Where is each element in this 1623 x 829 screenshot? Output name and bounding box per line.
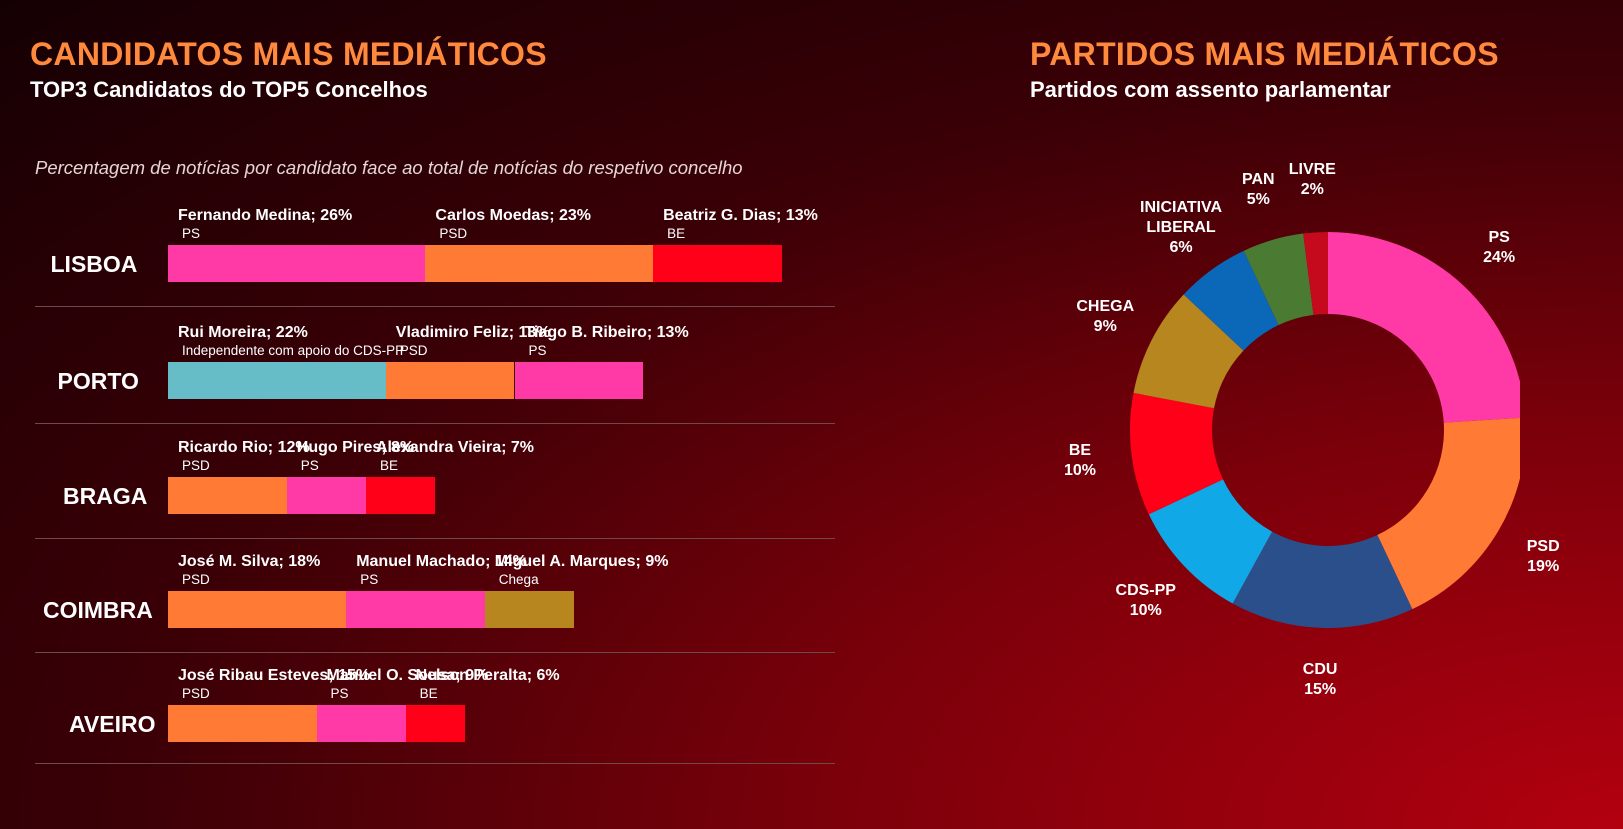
left-chart-subtitle: TOP3 Candidatos do TOP5 Concelhos [30, 77, 428, 102]
donut-label: PAN 5% [1242, 170, 1275, 210]
party-label: PS [300, 458, 319, 473]
city-label-aveiro: AVEIRO [69, 711, 156, 737]
party-label: Chega [498, 572, 539, 587]
stacked-bar-chart: LISBOA Fernando Medina; 26% PS Carlos Moeda… [35, 207, 835, 764]
candidate-label: Tiago B. Ribeiro; 13% [524, 324, 689, 341]
donut-label: CDU 15% [1303, 660, 1338, 700]
bar-segment [168, 477, 287, 514]
donut-label-value: 10% [1129, 602, 1162, 620]
party-label: PSD [182, 572, 210, 587]
candidate-label: Alexandra Vieira; 7% [376, 439, 535, 456]
donut-label-value: 5% [1246, 190, 1270, 208]
party-label: PS [360, 572, 379, 587]
city-label-coimbra: COIMBRA [43, 597, 153, 623]
party-label: PSD [439, 226, 468, 241]
donut-label-value: 6% [1169, 238, 1193, 256]
party-label: BE [419, 686, 438, 701]
donut-label-value: 2% [1300, 181, 1324, 199]
bar-segment [366, 477, 436, 514]
bar-chart-note: Percentagem de notícias por candidato fa… [35, 157, 743, 178]
donut-label-name: CDU [1302, 660, 1338, 678]
donut-label-name: CDS-PP [1115, 582, 1176, 600]
candidate-label: José M. Silva; 18% [178, 553, 321, 570]
bar-segment [653, 245, 782, 282]
party-label: PSD [182, 686, 210, 701]
bar-segment [168, 591, 347, 628]
bar-segment [405, 705, 465, 742]
candidate-label: José Ribau Esteves; 15% [178, 667, 371, 684]
bar-segment [514, 362, 644, 399]
donut-label: PS 24% [1483, 228, 1515, 268]
donut-label-value: 9% [1093, 317, 1117, 335]
candidate-label: Hugo Pires; 8% [296, 439, 415, 456]
donut-label: BE 10% [1064, 441, 1096, 481]
party-label: PS [528, 343, 547, 358]
donut-label-name: INICIATIVA LIBERAL [1140, 198, 1223, 236]
left-chart-title: CANDIDATOS MAIS MEDIÁTICOS [30, 36, 547, 72]
donut-slice-livre [1303, 232, 1328, 315]
candidate-label: Carlos Moedas; 23% [435, 207, 591, 224]
city-label-braga: BRAGA [63, 483, 148, 509]
party-label: PSD [399, 343, 428, 358]
donut-label-value: 24% [1483, 248, 1516, 266]
donut-label-value: 10% [1063, 462, 1096, 480]
bar-segment [316, 705, 406, 742]
candidate-label: Manuel Machado; 14% [356, 553, 527, 570]
city-label-porto: PORTO [57, 368, 139, 394]
candidate-label: Fernando Medina; 26% [178, 207, 353, 224]
donut-label-name: PS [1488, 228, 1510, 246]
candidate-label: Vladimiro Feliz; 13% [395, 324, 551, 341]
candidate-label: Ricardo Rio; 12% [178, 439, 310, 456]
row-separator [35, 538, 835, 539]
donut-label-value: 19% [1527, 558, 1560, 576]
donut-label: PSD 19% [1527, 537, 1560, 577]
candidate-label: Beatriz G. Dias; 13% [663, 207, 818, 224]
donut-label-name: PSD [1526, 538, 1560, 556]
party-label: BE [667, 226, 686, 241]
right-chart-subtitle: Partidos com assento parlamentar [1030, 77, 1391, 102]
bar-segment [385, 362, 515, 399]
party-donut-chart [1130, 232, 1520, 628]
candidate-label: Miguel A. Marques; 9% [494, 553, 669, 570]
party-label: PS [182, 226, 201, 241]
party-label: PS [330, 686, 349, 701]
donut-label: LIVRE 2% [1289, 160, 1336, 200]
bar-segment [168, 705, 317, 742]
row-separator [35, 652, 835, 653]
donut-label: CHEGA 9% [1076, 297, 1134, 337]
bar-segment [425, 245, 654, 282]
donut-label-name: PAN [1241, 170, 1275, 188]
donut-slice-cdu [1232, 531, 1413, 628]
donut-label: INICIATIVA LIBERAL 6% [1126, 198, 1236, 258]
city-label-lisboa: LISBOA [50, 251, 138, 277]
party-label: BE [380, 458, 399, 473]
donut-slice-psd [1377, 417, 1520, 610]
candidate-label: Manuel O. Sousa; 9% [326, 667, 489, 684]
bar-segment [484, 591, 574, 628]
donut-label-value: 15% [1304, 680, 1337, 698]
donut-slice-be [1130, 392, 1224, 515]
donut-label-name: BE [1068, 442, 1092, 460]
bar-segment [346, 591, 485, 628]
row-separator [35, 423, 835, 424]
candidate-label: Rui Moreira; 22% [178, 324, 308, 341]
donut-slice-cds-pp [1148, 479, 1273, 604]
donut-label-name: CHEGA [1076, 297, 1135, 315]
candidate-label: Nelson Peralta; 6% [415, 667, 560, 684]
row-separator [35, 306, 835, 307]
bar-segment [286, 477, 366, 514]
bar-segment [168, 362, 386, 399]
right-chart-title: PARTIDOS MAIS MEDIÁTICOS [1030, 36, 1499, 72]
donut-slice-pan [1243, 233, 1314, 326]
donut-slice-iniciativa-liberal [1183, 250, 1279, 351]
donut-label: CDS-PP 10% [1116, 581, 1176, 621]
party-label: Independente com apoio do CDS-PP [182, 343, 405, 358]
party-label: PSD [182, 458, 210, 473]
donut-slice-chega [1133, 294, 1244, 409]
bar-segment [168, 245, 426, 282]
donut-slice-ps [1328, 232, 1520, 423]
row-separator [35, 763, 835, 764]
donut-label-name: LIVRE [1288, 161, 1336, 179]
